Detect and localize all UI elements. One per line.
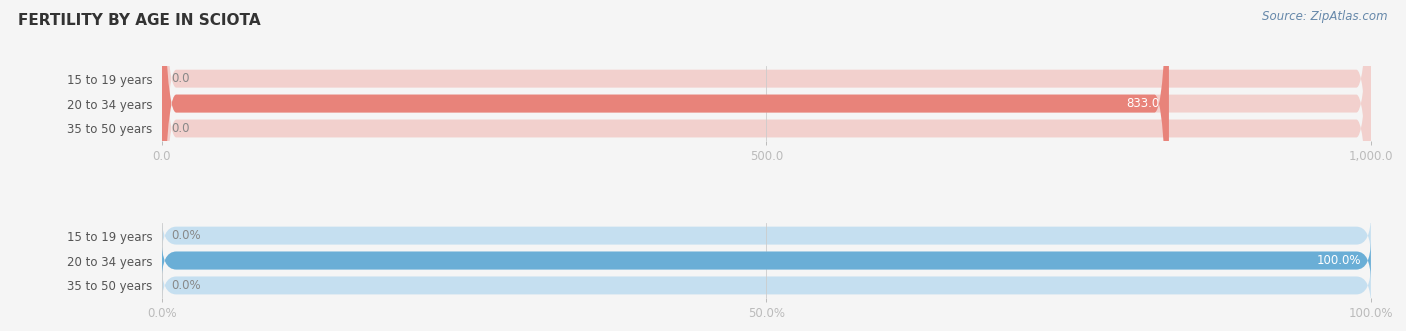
- Text: 100.0%: 100.0%: [1316, 254, 1361, 267]
- Text: FERTILITY BY AGE IN SCIOTA: FERTILITY BY AGE IN SCIOTA: [18, 13, 262, 28]
- Text: 0.0: 0.0: [172, 72, 190, 85]
- FancyBboxPatch shape: [162, 215, 1371, 257]
- Text: 833.0: 833.0: [1126, 97, 1159, 110]
- FancyBboxPatch shape: [162, 240, 1371, 281]
- FancyBboxPatch shape: [162, 0, 1371, 331]
- Text: 0.0: 0.0: [172, 122, 190, 135]
- FancyBboxPatch shape: [162, 264, 1371, 307]
- Text: 0.0%: 0.0%: [172, 279, 201, 292]
- Text: 0.0%: 0.0%: [172, 229, 201, 242]
- Text: Source: ZipAtlas.com: Source: ZipAtlas.com: [1263, 10, 1388, 23]
- FancyBboxPatch shape: [162, 240, 1371, 281]
- FancyBboxPatch shape: [162, 0, 1371, 331]
- FancyBboxPatch shape: [162, 0, 1371, 331]
- FancyBboxPatch shape: [162, 0, 1168, 331]
